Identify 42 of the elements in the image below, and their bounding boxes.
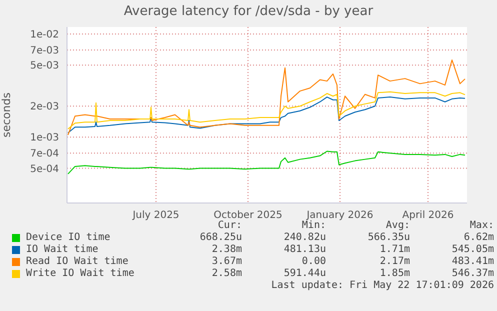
text: 240.82u	[282, 232, 326, 244]
legend-label: IO Wait time	[26, 244, 100, 256]
text: Cur:	[216, 220, 242, 232]
line-series	[68, 150, 466, 174]
y-tick-label: 5e-04	[30, 164, 59, 175]
text: 6.62m	[462, 232, 494, 244]
y-tick-label: 1e-03	[30, 132, 59, 144]
text: 668.25u	[198, 232, 242, 244]
text: 2.17m	[378, 256, 410, 268]
text: Avg:	[384, 220, 410, 232]
y-tick-label: 2e-03	[30, 102, 59, 113]
text: 3.67m	[210, 256, 242, 268]
line-series	[68, 60, 466, 136]
text: 481.13u	[282, 244, 326, 256]
text: 483.41m	[450, 256, 494, 268]
text: 1.71m	[378, 244, 410, 256]
text: 2.38m	[210, 244, 242, 256]
x-tick-label: July 2025	[132, 210, 180, 222]
y-tick-label: 7e-04	[30, 148, 59, 160]
y-tick-label: 5e-03	[30, 60, 59, 72]
x-tick-label: April 2026	[402, 210, 454, 222]
text: Last update: Fri May 22 17:01:09 2026	[270, 280, 494, 292]
line-series	[68, 96, 466, 134]
text: 545.05m	[450, 244, 494, 256]
text: Max:	[468, 220, 494, 232]
text: 546.37m	[450, 268, 494, 280]
text: 2.58m	[210, 268, 242, 280]
x-tick-label: January 2026	[306, 210, 374, 222]
text: 591.44u	[282, 268, 326, 280]
text: 1.85m	[378, 268, 410, 280]
text: 0.00	[300, 256, 326, 268]
y-tick-label: 1e-02	[30, 30, 59, 41]
legend-label: Device IO time	[26, 232, 112, 244]
text: Min:	[300, 220, 326, 232]
y-tick-label: 7e-03	[30, 46, 59, 57]
legend-label: Write IO Wait time	[26, 268, 136, 280]
line-series	[68, 91, 466, 130]
y-axis-title: seconds	[0, 92, 13, 138]
x-tick-label: October 2025	[214, 210, 282, 222]
chart-title: Average latency for /dev/sda - by year	[122, 4, 374, 19]
text: 566.35u	[366, 232, 410, 244]
legend-label: Read IO Wait time	[26, 256, 130, 268]
